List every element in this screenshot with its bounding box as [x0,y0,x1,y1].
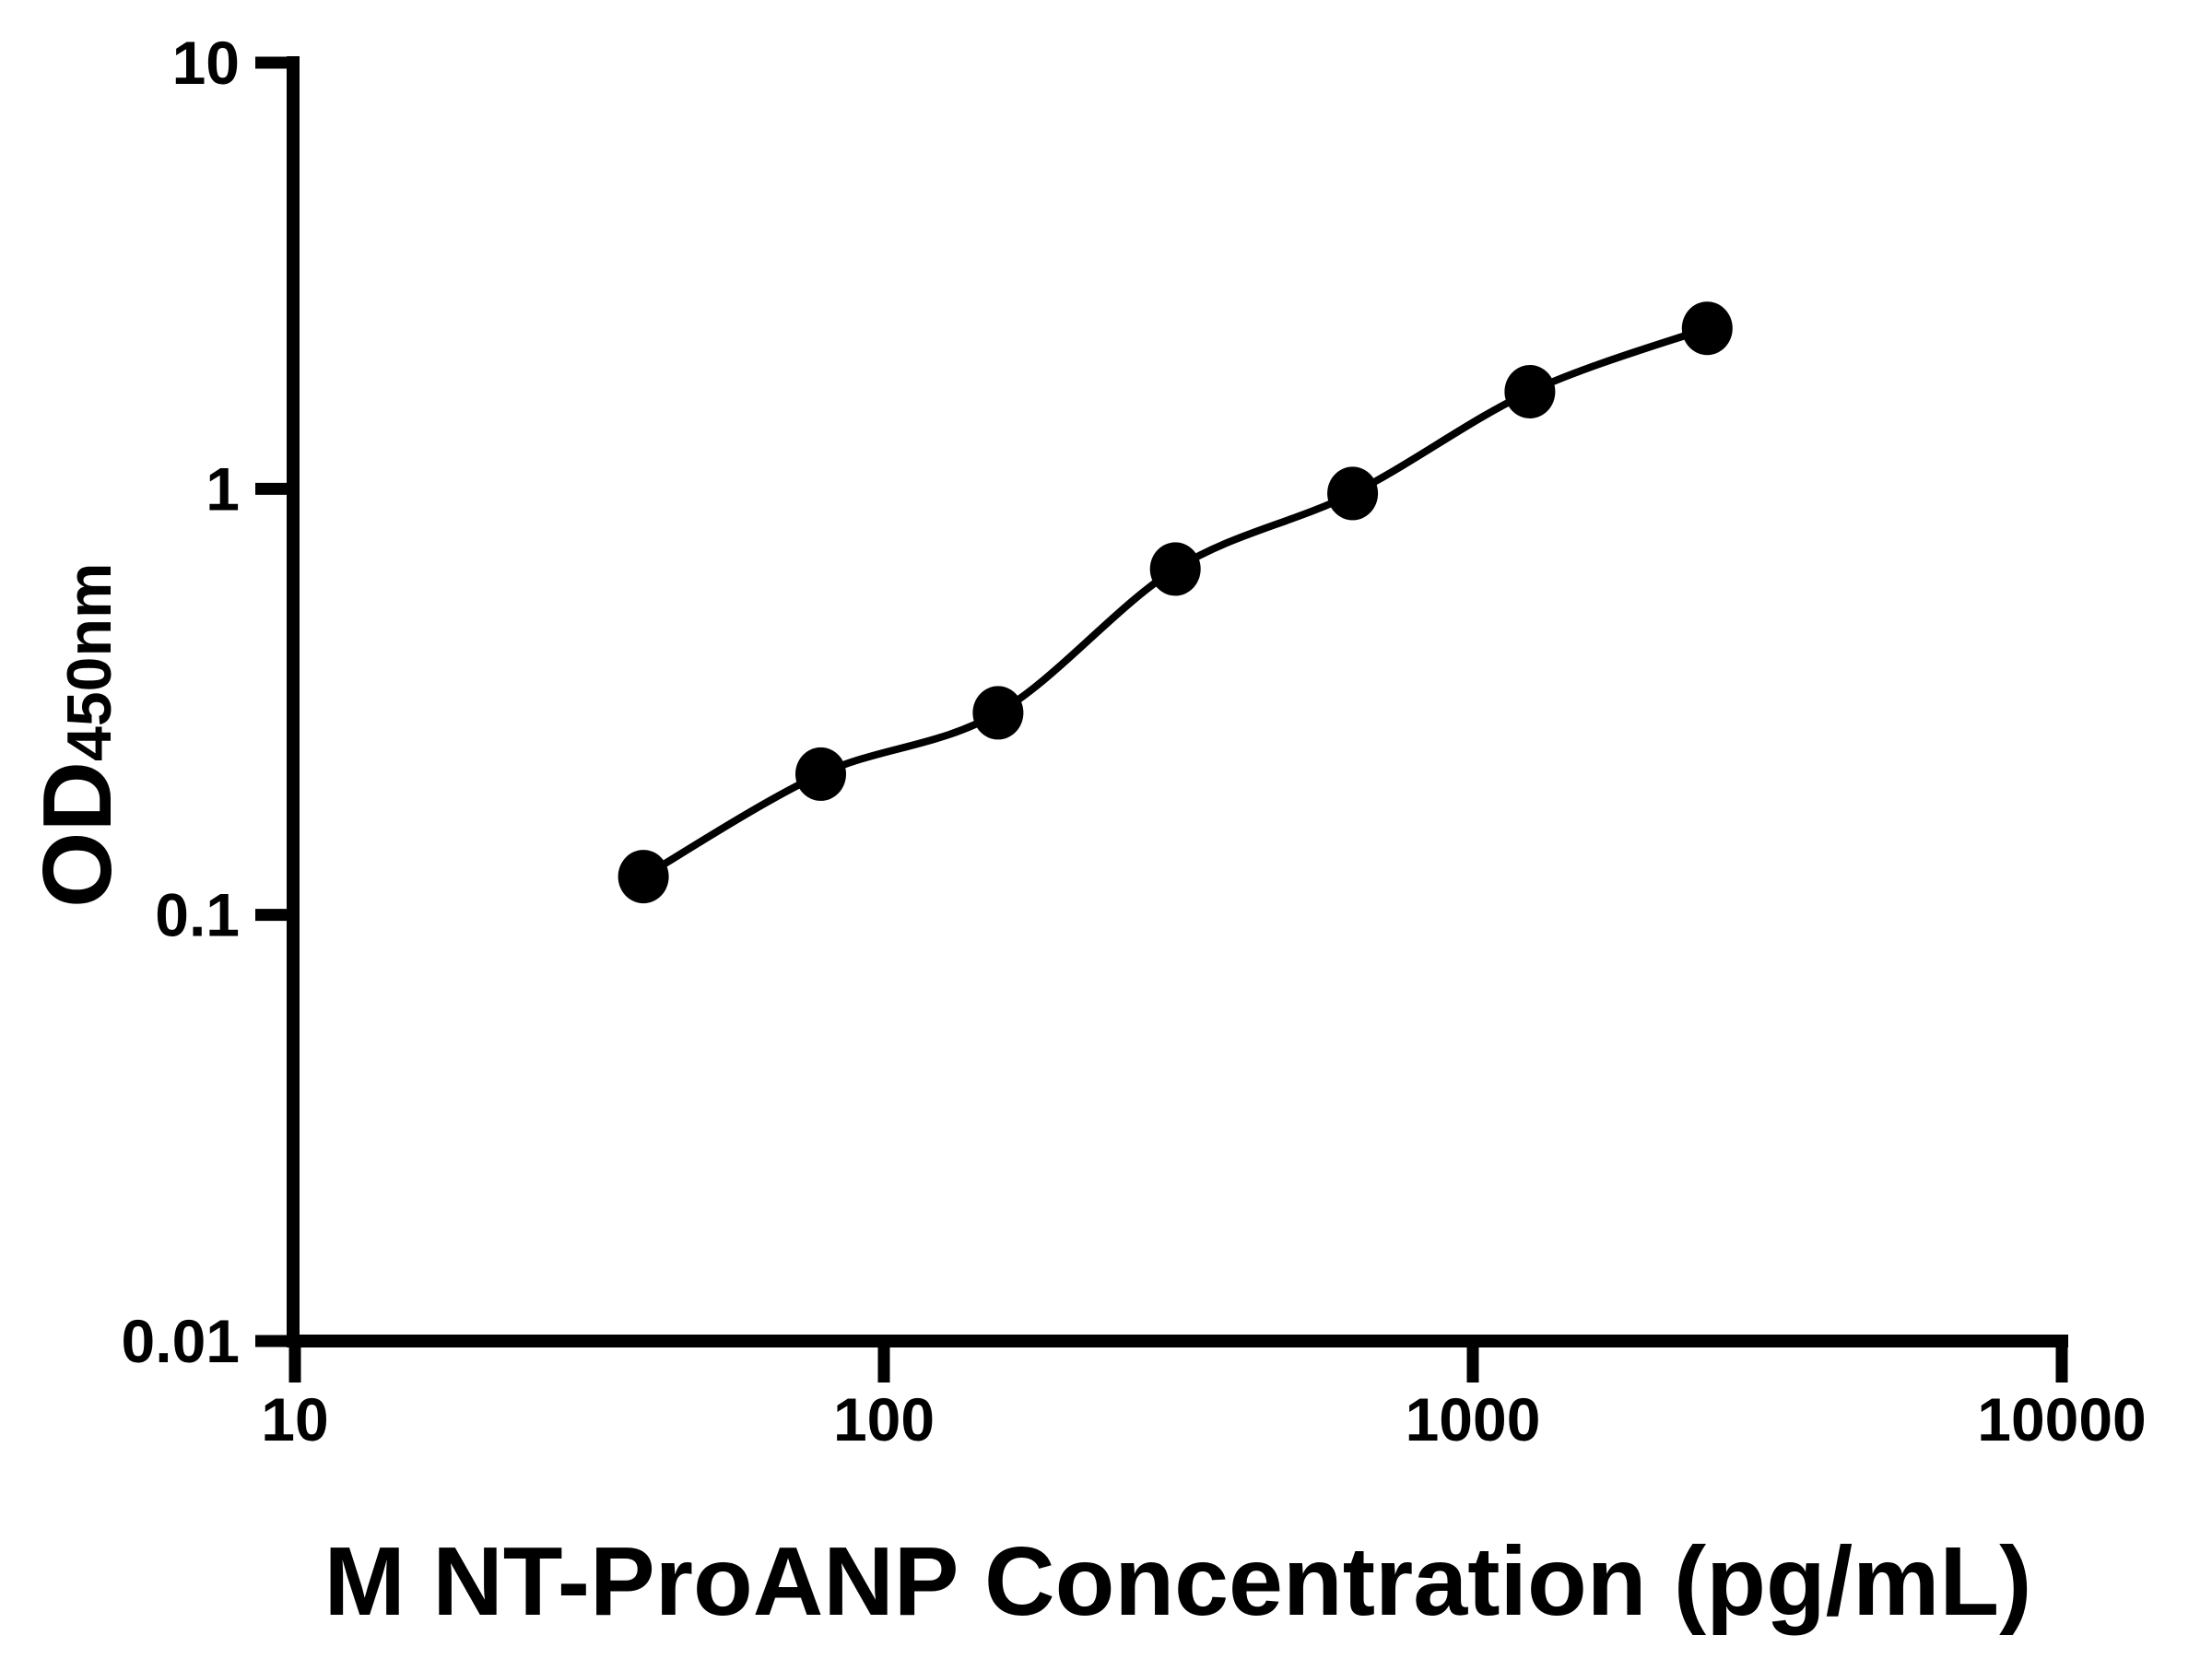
x-tick-label: 1000 [1406,1385,1541,1453]
data-point [1504,365,1556,418]
data-point [1149,542,1201,596]
y-axis-title-main: OD [23,761,132,908]
y-tick-label: 0.01 [122,1307,240,1375]
x-tick-label: 10 [261,1385,328,1453]
data-point [972,686,1024,740]
data-point [1327,466,1379,521]
y-axis-title-subscript: 450nm [54,563,124,761]
x-axis-title: M NT-ProANP Concentration (pg/mL) [324,1527,2032,1636]
y-tick-label: 0.1 [155,881,240,949]
y-tick-label: 1 [206,454,240,523]
data-point [618,850,669,904]
data-point [1681,301,1733,356]
x-tick-label: 100 [833,1385,935,1453]
y-axis-title: OD450nm [23,563,132,908]
x-tick-label: 10000 [1977,1385,2147,1453]
y-tick-label: 10 [172,29,240,97]
data-point [795,747,846,801]
